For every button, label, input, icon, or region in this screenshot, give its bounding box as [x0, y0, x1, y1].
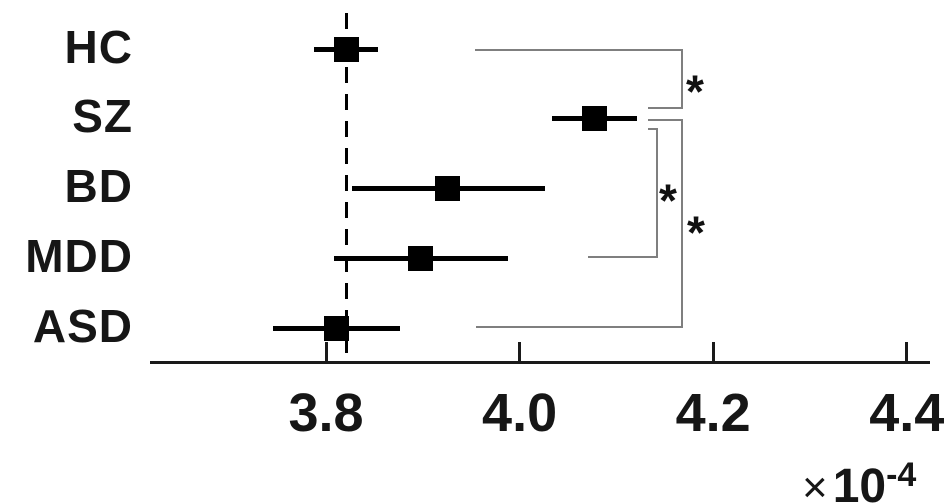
mean-marker-hc: [333, 36, 359, 62]
multiplier-base: 10: [832, 460, 887, 503]
multiplier-exponent: -4: [886, 456, 917, 494]
significance-bracket-sz-asd: [476, 119, 683, 328]
mean-marker-sz: [581, 105, 607, 131]
mean-marker-mdd: [408, 245, 434, 271]
x-tick-label-4.2: 4.2: [675, 383, 751, 443]
group-label-sz: SZ: [72, 90, 133, 143]
x-tick-4.2: [711, 342, 715, 361]
significance-star-sz-asd: *: [687, 206, 705, 259]
x-axis-line: [150, 361, 930, 364]
x-tick-label-4.0: 4.0: [482, 383, 558, 443]
significance-bracket-hc-sz: [475, 49, 683, 109]
reference-dashed-line: [344, 13, 348, 362]
significance-bracket-sz-mdd: [588, 128, 658, 258]
group-label-hc: HC: [64, 21, 133, 74]
x-tick-label-4.4: 4.4: [869, 383, 945, 443]
group-label-mdd: MDD: [25, 230, 133, 283]
x-tick-4.4: [905, 342, 909, 361]
times-symbol: ×: [802, 463, 828, 503]
x-tick-label-3.8: 3.8: [288, 383, 364, 443]
group-label-asd: ASD: [32, 300, 133, 353]
x-tick-3.8: [324, 342, 328, 361]
x-axis-multiplier: × 10-4: [802, 456, 916, 503]
mean-marker-asd: [324, 315, 350, 341]
x-tick-4.0: [518, 342, 522, 361]
significance-star-hc-sz: *: [686, 65, 704, 118]
group-label-bd: BD: [64, 160, 133, 213]
significance-star-sz-mdd: *: [659, 174, 677, 227]
mean-marker-bd: [434, 175, 460, 201]
